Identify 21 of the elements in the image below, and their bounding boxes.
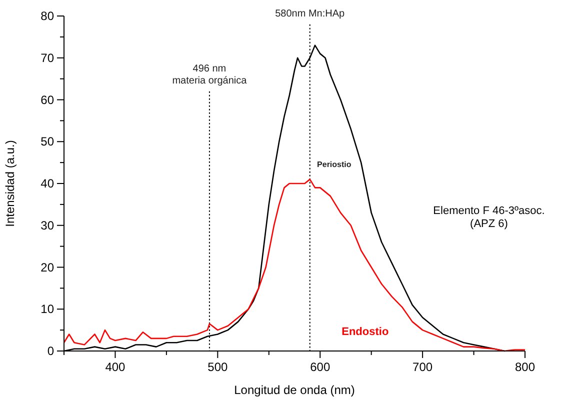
y-axis-title: Intensidad (a.u.) xyxy=(3,140,17,227)
y-tick-label: 40 xyxy=(40,176,54,190)
x-tick-label: 700 xyxy=(412,360,433,374)
y-tick-label: 50 xyxy=(40,134,54,149)
x-tick-label: 800 xyxy=(514,360,536,374)
y-tick-label: 70 xyxy=(40,50,54,65)
y-tick-label: 0 xyxy=(47,344,54,358)
y-tick-label: 10 xyxy=(40,302,54,316)
y-tick-label: 60 xyxy=(40,92,54,107)
series-label: Periostio xyxy=(317,160,352,169)
x-tick-label: 500 xyxy=(208,360,228,374)
annotation: Elemento F 46-3ºasoc. (APZ 6) xyxy=(433,205,545,230)
y-tick-label: 20 xyxy=(40,260,54,274)
y-tick-label: 80 xyxy=(40,9,54,23)
x-tick-label: 600 xyxy=(310,360,330,374)
x-axis-title: Longitud de onda (nm) xyxy=(234,383,355,397)
series-label: Endostio xyxy=(342,326,389,338)
ref-line-label: 580nm Mn:HAp xyxy=(275,8,346,20)
y-tick-label: 30 xyxy=(40,218,54,232)
ref-line-label: 496 nm materia orgánica xyxy=(172,63,248,86)
x-tick-label: 400 xyxy=(105,360,126,374)
